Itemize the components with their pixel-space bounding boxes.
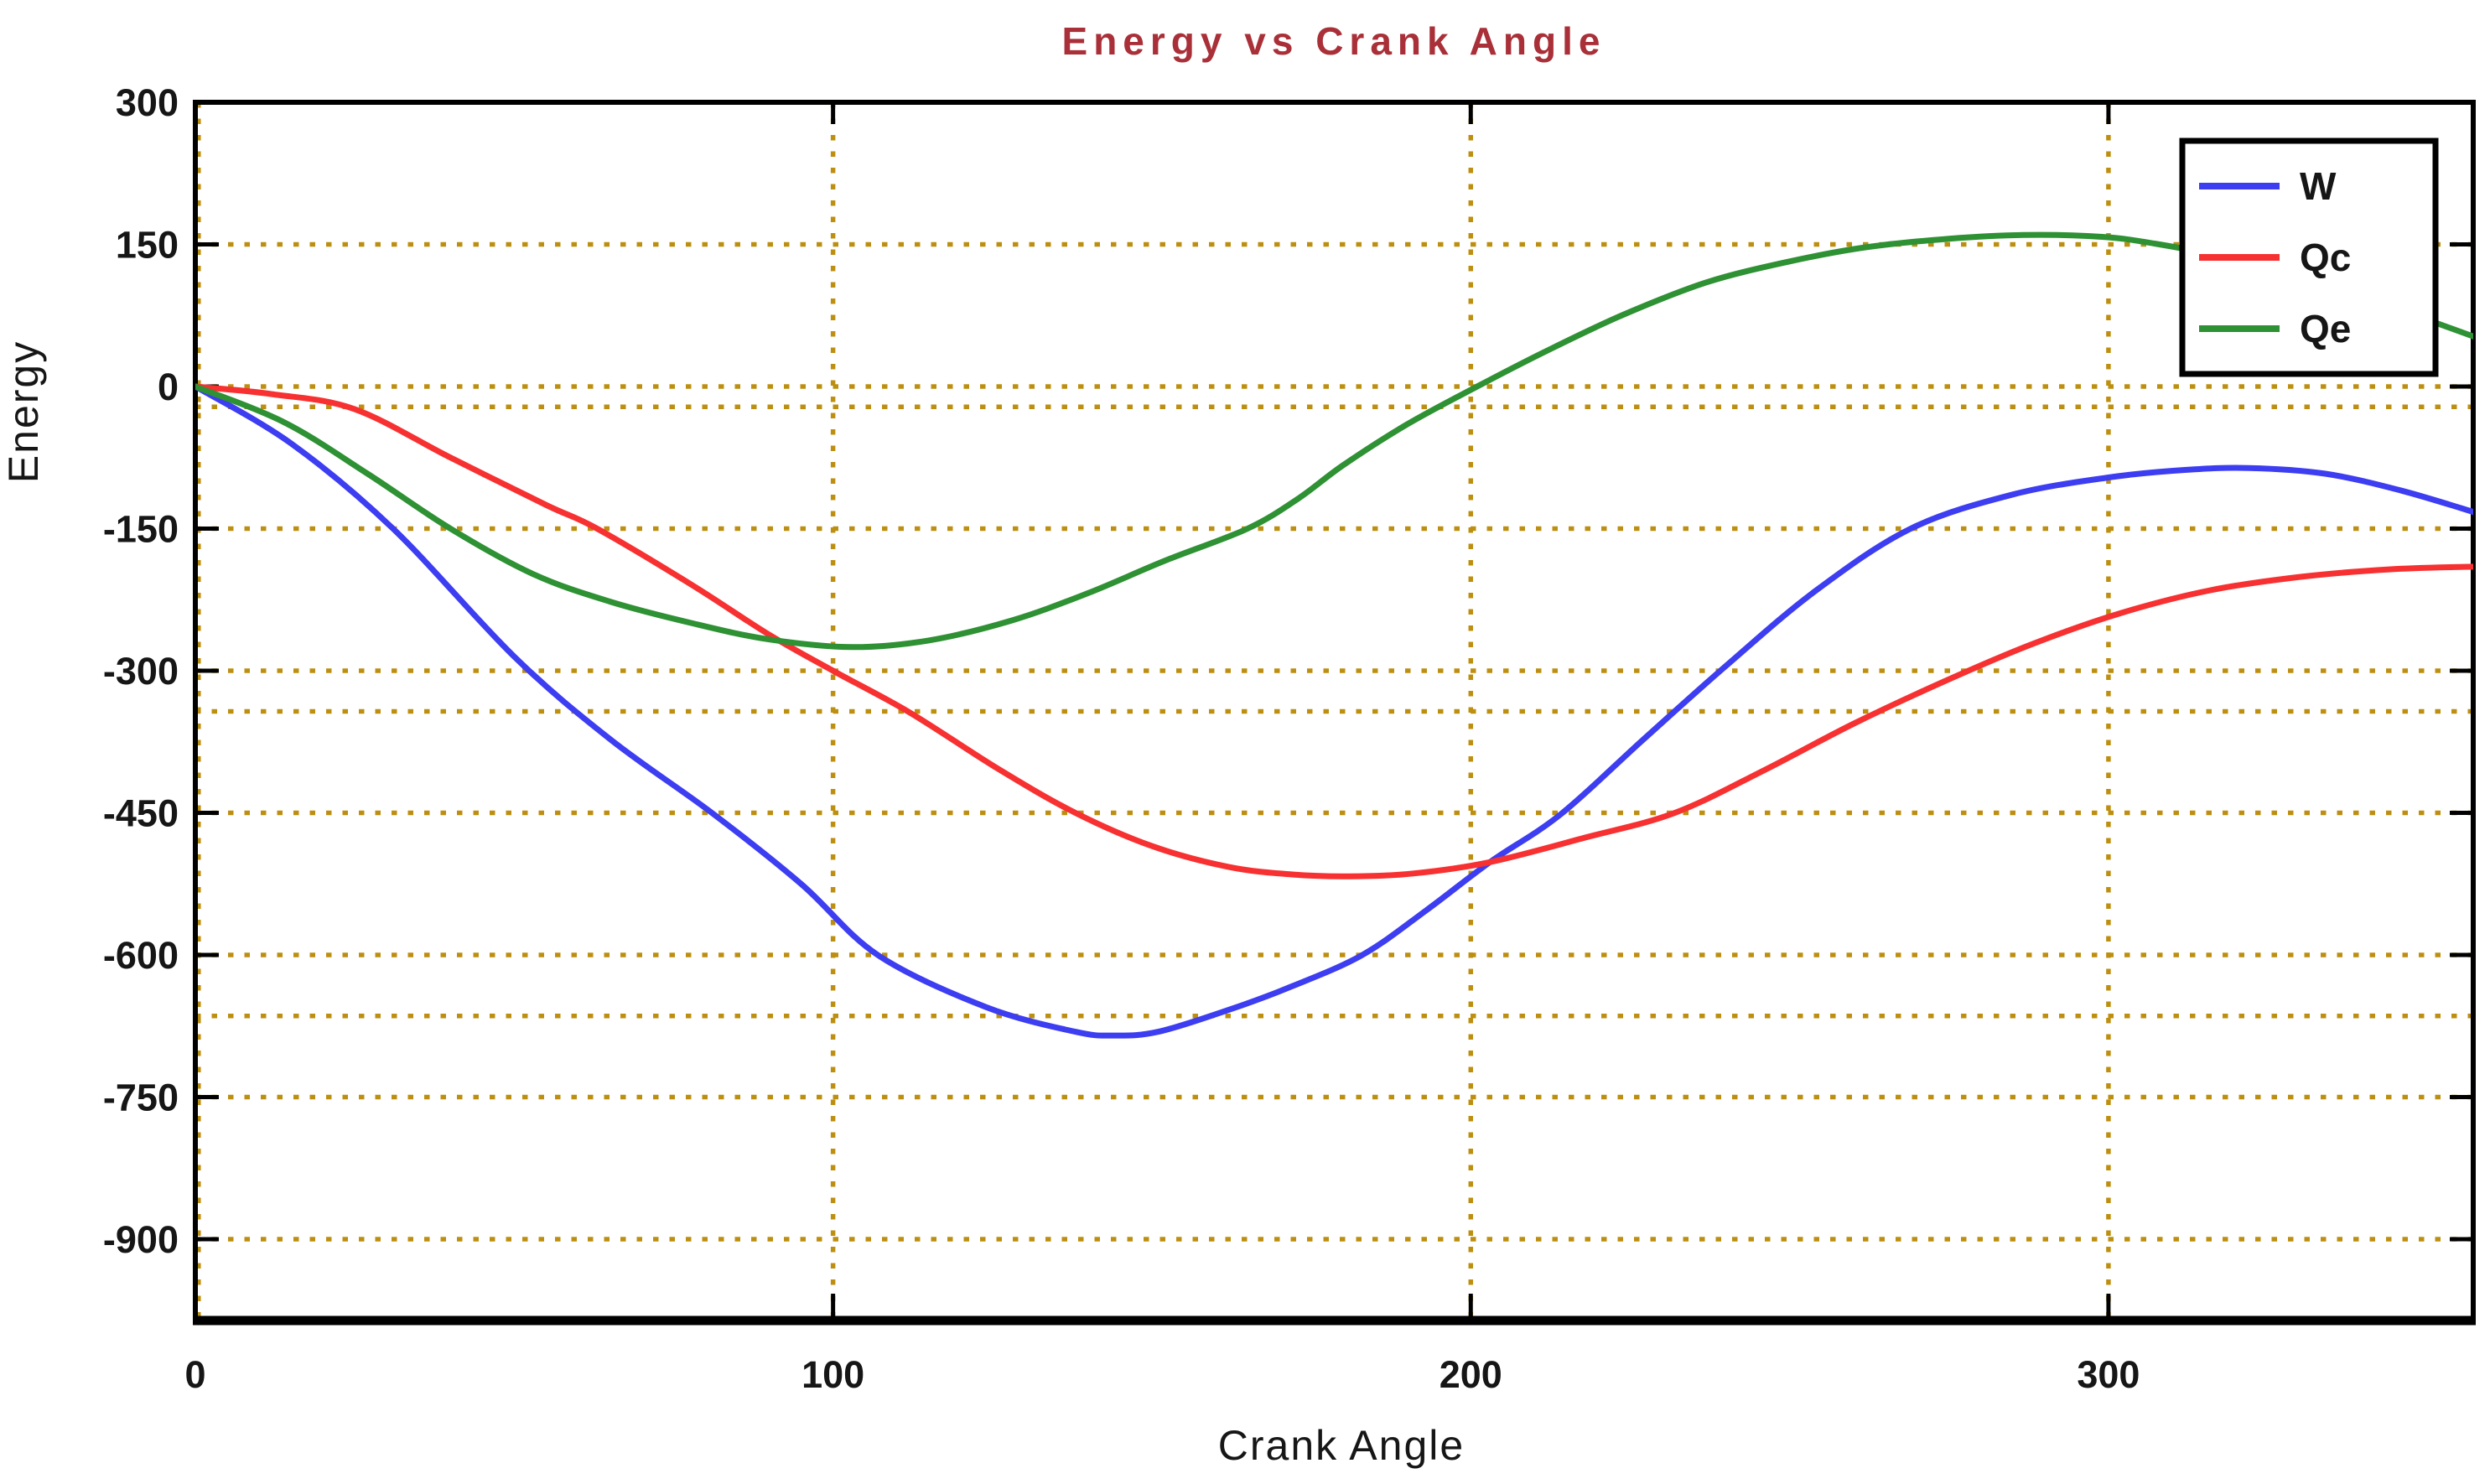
legend-label-w: W <box>2300 164 2337 208</box>
y-tick-label: -300 <box>103 650 179 693</box>
x-tick-label: 300 <box>2077 1353 2140 1396</box>
y-tick-label: 150 <box>116 224 179 267</box>
plot-border <box>193 100 2476 1323</box>
x-tick-label: 0 <box>184 1353 205 1396</box>
legend-label-qe: Qe <box>2300 307 2351 350</box>
y-tick-label: 300 <box>116 81 179 124</box>
qe-curve <box>195 231 2473 651</box>
y-tick-label: 0 <box>158 366 179 408</box>
x-tick-label: 100 <box>801 1353 864 1396</box>
x-axis-label: Crank Angle <box>1217 1422 1465 1469</box>
w-curve <box>195 383 2473 1039</box>
x-tick-label: 200 <box>1440 1353 1502 1396</box>
y-tick-label: -600 <box>103 934 179 977</box>
qc-curve <box>195 383 2473 880</box>
legend-label-qc: Qc <box>2300 236 2351 279</box>
y-tick-label: -150 <box>103 508 179 551</box>
y-axis-label: Energy <box>0 340 47 484</box>
y-tick-label: -450 <box>103 792 179 835</box>
y-tick-label: -900 <box>103 1218 179 1261</box>
y-tick-label: -750 <box>103 1077 179 1119</box>
page-title: Energy vs Crank Angle <box>1061 19 1606 63</box>
